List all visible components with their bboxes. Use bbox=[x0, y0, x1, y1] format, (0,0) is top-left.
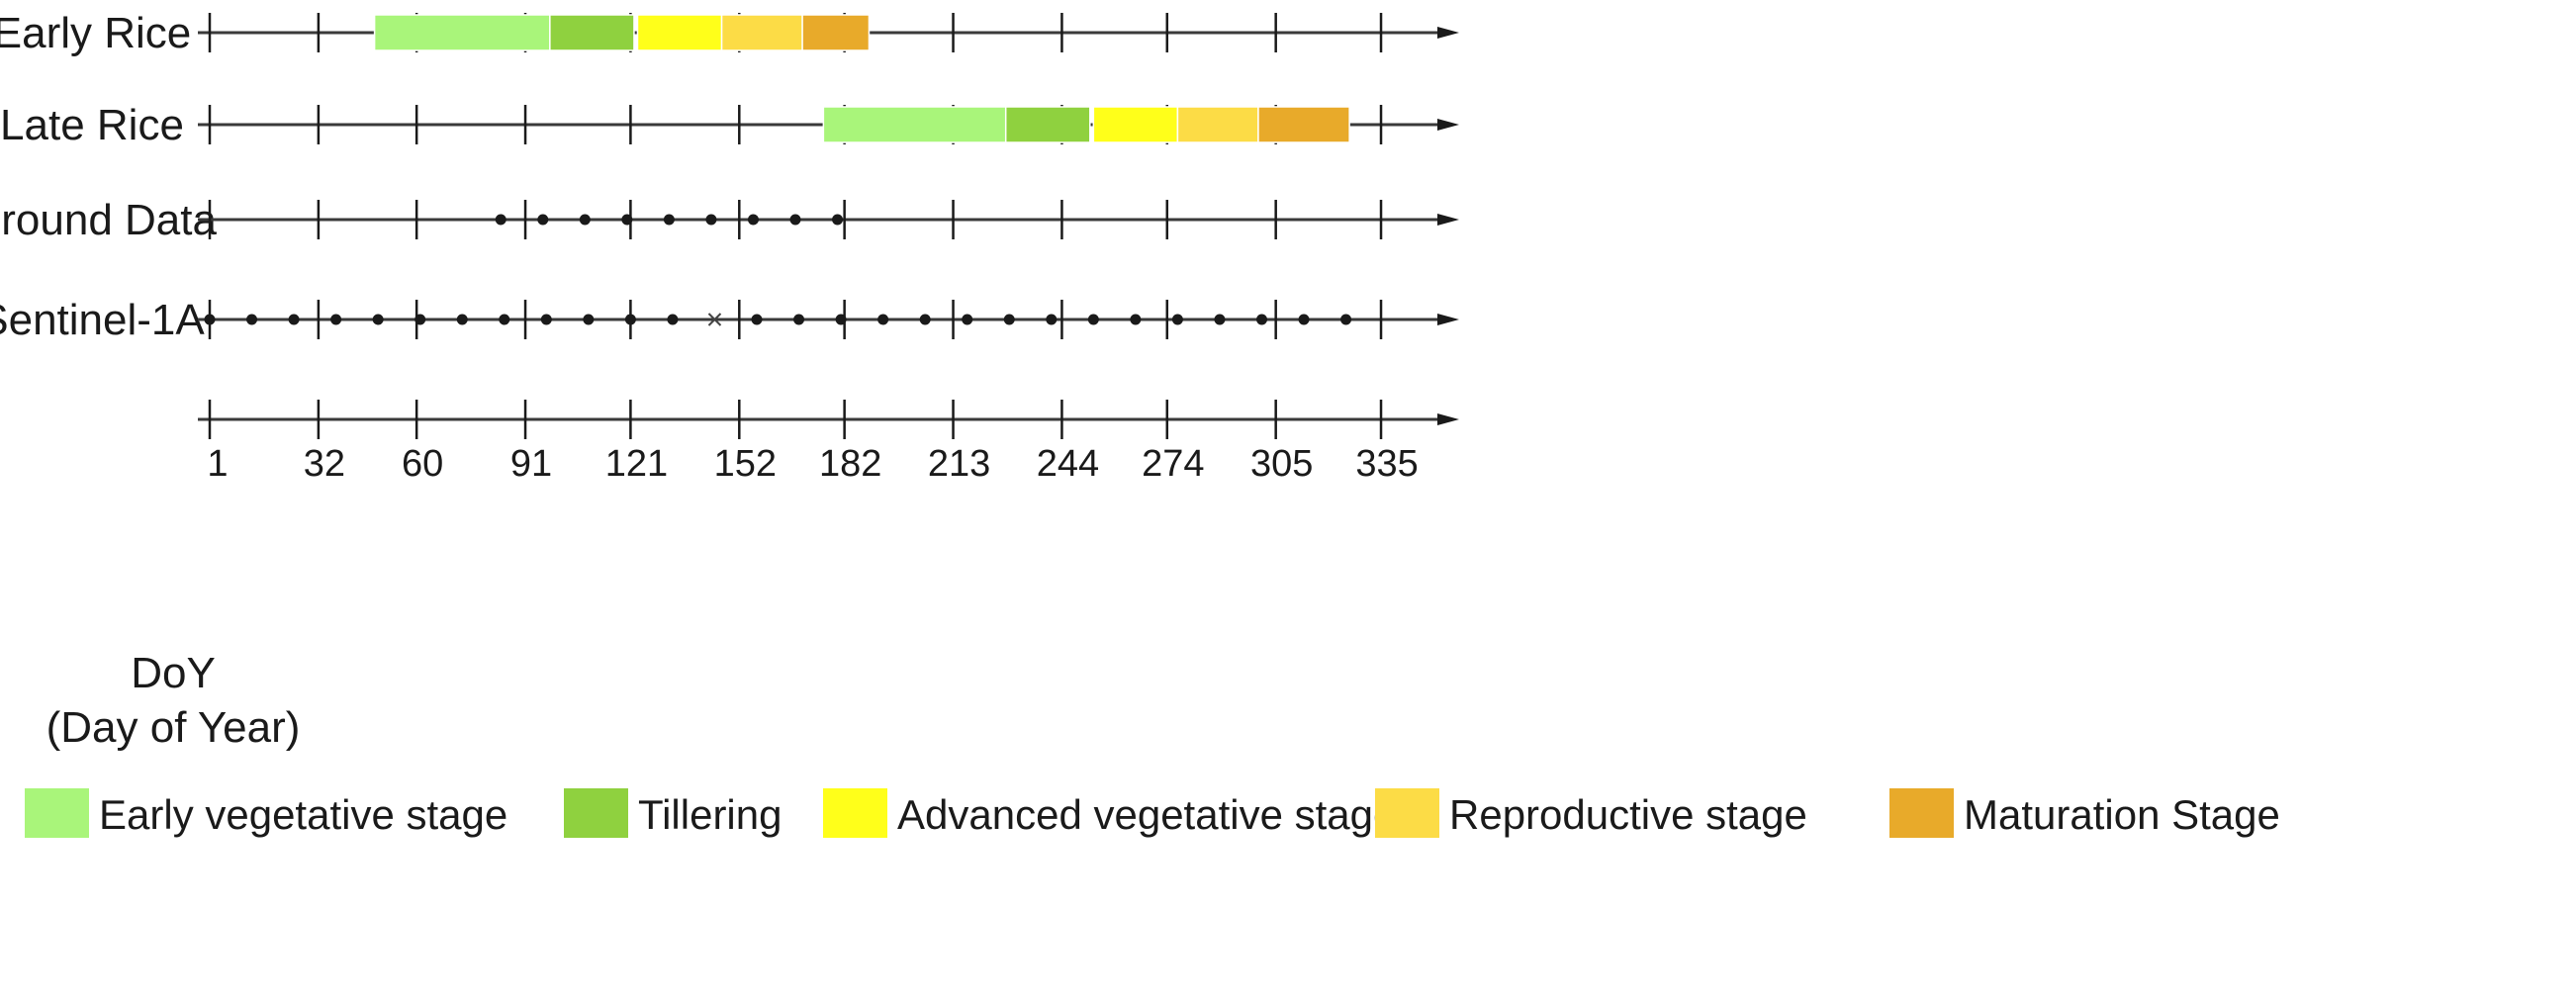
stage-bar-maturation bbox=[801, 14, 871, 51]
legend-swatch bbox=[564, 788, 628, 838]
tick-label: 213 bbox=[928, 443, 990, 485]
acquisition-point bbox=[621, 214, 633, 226]
legend-label: Reproductive stage bbox=[1449, 791, 1807, 838]
stage-bar-advanced-vegetative bbox=[1092, 106, 1179, 143]
legend-label: Tillering bbox=[638, 791, 782, 838]
acquisition-point bbox=[1298, 314, 1310, 325]
tick-label: 335 bbox=[1355, 443, 1418, 485]
row-label: Ground Data bbox=[0, 196, 217, 244]
legend-item-advanced-vegetative: Advanced vegetative stage bbox=[823, 788, 1396, 838]
acquisition-point bbox=[832, 214, 844, 226]
acquisition-point bbox=[583, 314, 595, 325]
missing-acquisition-marker bbox=[707, 313, 722, 326]
tick-label: 32 bbox=[304, 443, 345, 485]
acquisition-point bbox=[789, 214, 801, 226]
acquisition-point bbox=[540, 314, 552, 325]
acquisition-point bbox=[667, 314, 679, 325]
tick-label: 91 bbox=[510, 443, 552, 485]
stage-bar-early-vegetative bbox=[373, 14, 551, 51]
acquisition-point bbox=[1340, 314, 1352, 325]
tick-label: 274 bbox=[1142, 443, 1204, 485]
acquisition-point bbox=[705, 214, 717, 226]
tick-label: 244 bbox=[1037, 443, 1099, 485]
stage-bar-maturation bbox=[1257, 106, 1350, 143]
acquisition-point bbox=[246, 314, 258, 325]
tick-label: 60 bbox=[402, 443, 443, 485]
legend-swatch bbox=[823, 788, 887, 838]
legend-swatch bbox=[1889, 788, 1954, 838]
row-label: Early Rice bbox=[0, 9, 191, 57]
acquisition-point bbox=[919, 314, 931, 325]
tick-labels: 1 32 60 91 121 152 182 213 244 274 305 335 bbox=[207, 443, 1418, 485]
arrow-head bbox=[1437, 413, 1459, 425]
stage-bar-early-vegetative bbox=[822, 106, 1007, 143]
row-late-rice: Late Rice bbox=[0, 101, 1459, 149]
stage-bar-tillering bbox=[1004, 106, 1091, 143]
legend-item-tillering: Tillering bbox=[564, 788, 782, 838]
row-label: Late Rice bbox=[0, 101, 184, 149]
axis-row bbox=[198, 400, 1459, 439]
arrow-head bbox=[1437, 314, 1459, 325]
doy-axis-subtitle: (Day of Year) bbox=[46, 703, 301, 752]
tick-label: 1 bbox=[207, 443, 228, 485]
acquisition-point bbox=[663, 214, 675, 226]
acquisition-point bbox=[1046, 314, 1058, 325]
acquisition-point bbox=[793, 314, 805, 325]
stage-bar-advanced-vegetative bbox=[636, 14, 723, 51]
legend-swatch bbox=[1375, 788, 1439, 838]
arrow-head bbox=[1437, 27, 1459, 39]
tick-label: 121 bbox=[605, 443, 668, 485]
acquisition-point bbox=[624, 314, 636, 325]
acquisition-point bbox=[204, 314, 216, 325]
row-label: Sentinel-1A bbox=[0, 296, 205, 344]
doy-axis-name: DoY bbox=[131, 649, 216, 697]
tick-label: 152 bbox=[714, 443, 777, 485]
legend: Early vegetative stage Tillering Advanced … bbox=[25, 788, 2280, 838]
legend-swatch bbox=[25, 788, 89, 838]
tick-label: 182 bbox=[819, 443, 881, 485]
rows-layer: Early Rice Late Rice Ground Data Sentinel-1… bbox=[0, 9, 1459, 439]
legend-label: Maturation Stage bbox=[1964, 791, 2280, 838]
acquisition-point bbox=[330, 314, 342, 325]
stage-bar-reproductive bbox=[1176, 106, 1259, 143]
acquisition-point bbox=[1171, 314, 1183, 325]
acquisition-point bbox=[1130, 314, 1142, 325]
arrow-head bbox=[1437, 119, 1459, 131]
legend-item-reproductive: Reproductive stage bbox=[1375, 788, 1807, 838]
missing-mark-stroke bbox=[707, 313, 722, 326]
legend-label: Early vegetative stage bbox=[99, 791, 507, 838]
acquisition-point bbox=[499, 314, 510, 325]
acquisition-point bbox=[1256, 314, 1267, 325]
stage-bar-reproductive bbox=[720, 14, 803, 51]
legend-item-maturation: Maturation Stage bbox=[1889, 788, 2280, 838]
row-sentinel-1a: Sentinel-1A bbox=[0, 296, 1459, 344]
acquisition-point bbox=[414, 314, 426, 325]
legend-item-early-vegetative: Early vegetative stage bbox=[25, 788, 507, 838]
doy-axis: DoY (Day of Year) bbox=[46, 649, 301, 752]
arrow-head bbox=[1437, 214, 1459, 226]
stage-bar-tillering bbox=[549, 14, 635, 51]
acquisition-point bbox=[877, 314, 889, 325]
legend-label: Advanced vegetative stage bbox=[897, 791, 1396, 838]
row-ground-data: Ground Data bbox=[0, 196, 1459, 244]
tick-label: 305 bbox=[1250, 443, 1313, 485]
acquisition-point bbox=[537, 214, 549, 226]
acquisition-point bbox=[579, 214, 591, 226]
acquisition-point bbox=[288, 314, 300, 325]
acquisition-point bbox=[372, 314, 384, 325]
row-early-rice: Early Rice bbox=[0, 9, 1459, 57]
acquisition-point bbox=[495, 214, 506, 226]
acquisition-point bbox=[747, 214, 759, 226]
acquisition-point bbox=[456, 314, 468, 325]
acquisition-point bbox=[1003, 314, 1015, 325]
acquisition-point bbox=[1214, 314, 1226, 325]
acquisition-point bbox=[1087, 314, 1099, 325]
acquisition-point bbox=[962, 314, 973, 325]
acquisition-point bbox=[835, 314, 847, 325]
acquisition-point bbox=[751, 314, 763, 325]
